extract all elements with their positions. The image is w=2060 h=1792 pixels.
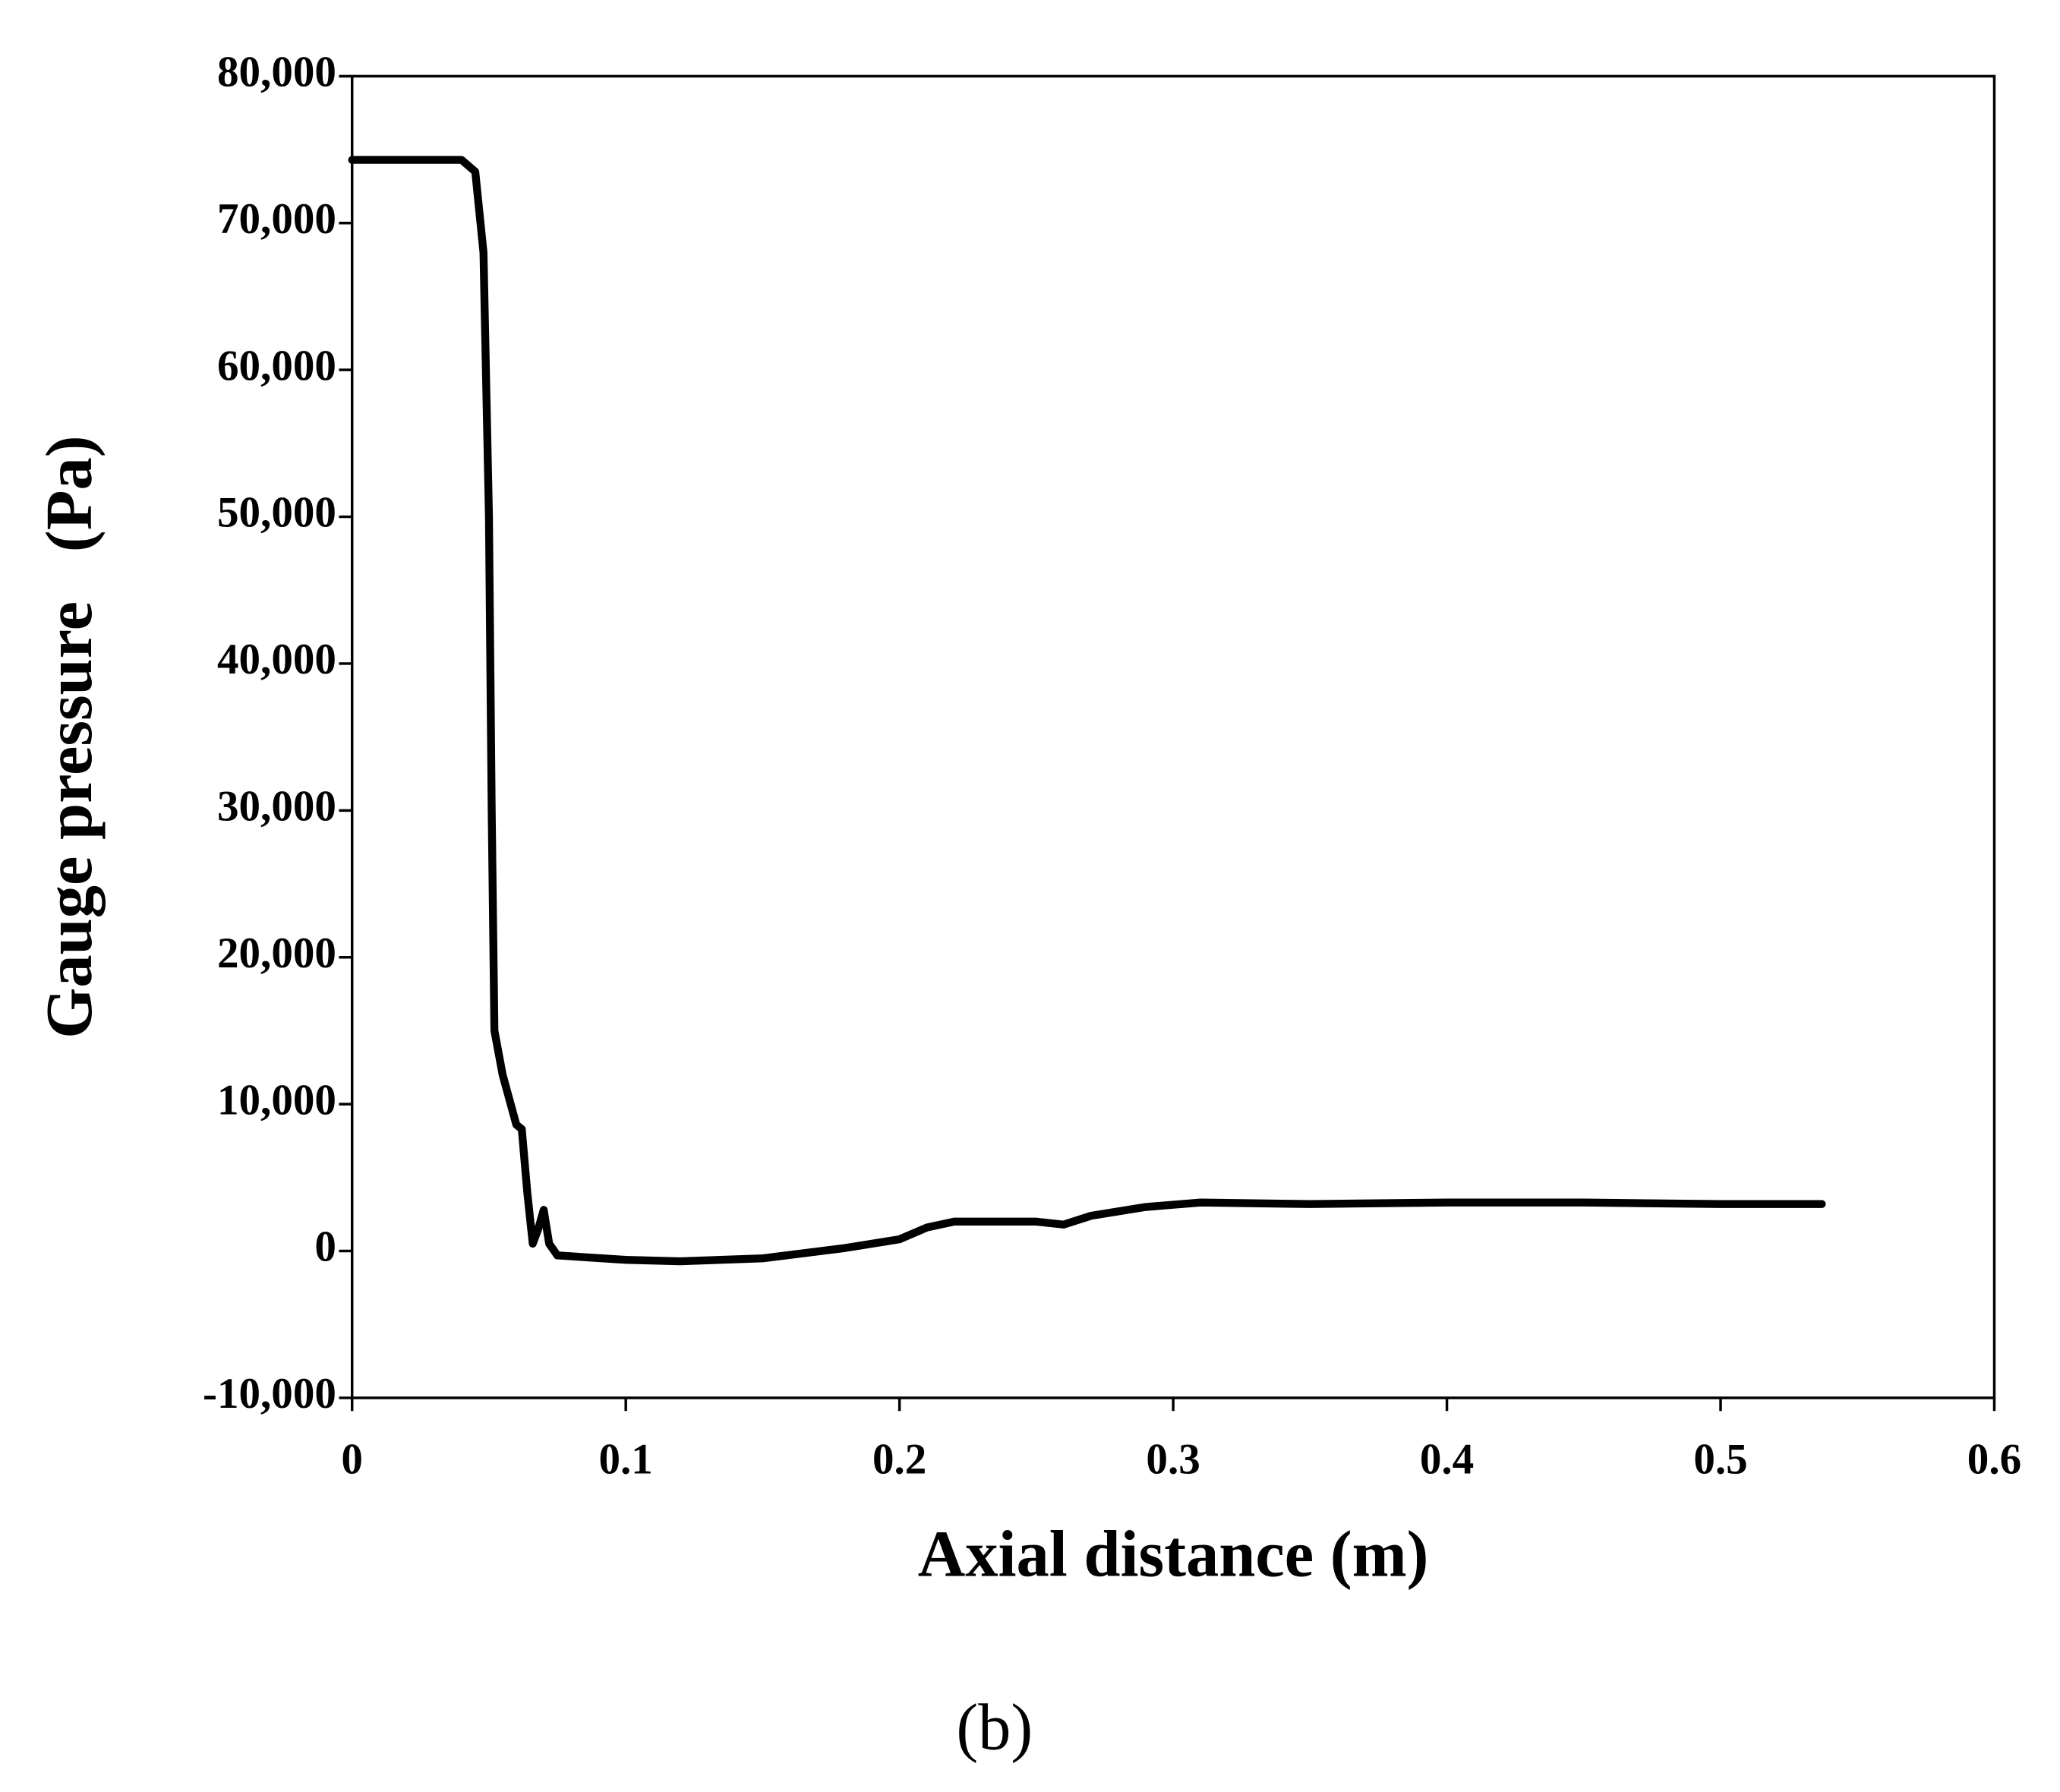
x-tick-label: 0.5 <box>1693 1436 1747 1484</box>
x-tick-label: 0.4 <box>1420 1436 1474 1484</box>
y-tick-label: 30,000 <box>217 782 336 830</box>
y-tick-label: 70,000 <box>217 195 336 243</box>
y-tick-label: 80,000 <box>217 48 336 96</box>
caption: (b) <box>956 1691 1033 1764</box>
x-tick-label: 0.6 <box>1967 1436 2021 1484</box>
y-tick-label: -10,000 <box>203 1370 336 1418</box>
x-tick-label: 0 <box>341 1436 363 1484</box>
line <box>348 156 1826 1266</box>
y-tick-label: 10,000 <box>217 1076 336 1124</box>
x-axis-label: Axial distance (m) <box>918 1517 1429 1590</box>
y-tick-label: 20,000 <box>217 929 336 977</box>
y-tick-label: 60,000 <box>217 342 336 390</box>
y-tick-label: 50,000 <box>217 489 336 537</box>
y-axis-label: Gauge pressure (Pa) <box>33 435 106 1038</box>
plot-frame <box>350 74 1996 1399</box>
y-tick-label: 0 <box>314 1223 336 1271</box>
y-tick-label: 40,000 <box>217 636 336 683</box>
x-tick-label: 0.3 <box>1146 1436 1200 1484</box>
x-tick-label: 0.2 <box>872 1436 926 1484</box>
x-tick-label: 0.1 <box>598 1436 652 1484</box>
